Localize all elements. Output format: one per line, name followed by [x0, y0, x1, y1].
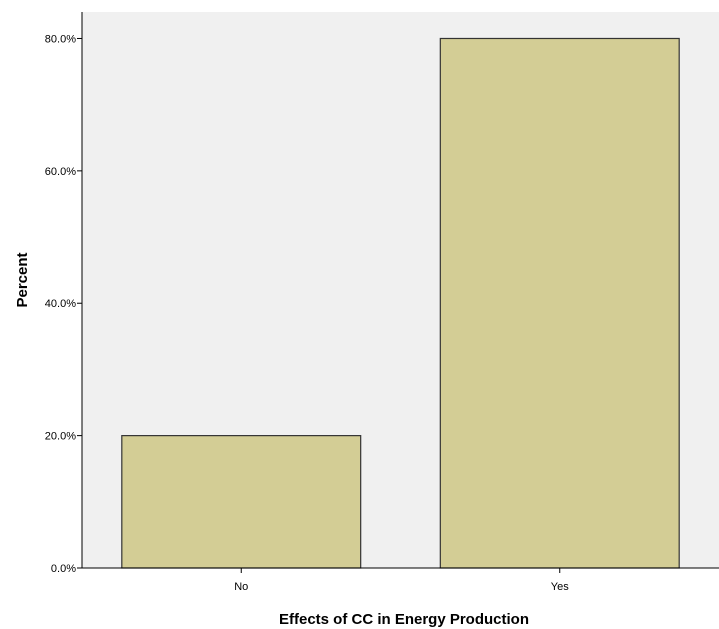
y-tick-label: 20.0%: [45, 431, 76, 443]
bar-no: [121, 435, 362, 569]
x-tick-label: Yes: [551, 581, 569, 593]
bars-group: [121, 37, 680, 569]
y-tick-label: 60.0%: [45, 166, 76, 178]
y-tick-label: 40.0%: [45, 298, 76, 310]
x-tick-label: No: [234, 581, 248, 593]
y-ticks-group: 0.0% 20.0% 40.0% 60.0% 80.0%: [45, 33, 82, 575]
y-tick-label: 0.0%: [51, 563, 76, 575]
x-axis-title: Effects of CC in Energy Production: [279, 611, 529, 628]
y-axis-title: Percent: [14, 252, 31, 307]
y-tick-label: 80.0%: [45, 33, 76, 45]
x-ticks-group: No Yes: [234, 568, 569, 593]
bar-yes: [439, 37, 680, 569]
